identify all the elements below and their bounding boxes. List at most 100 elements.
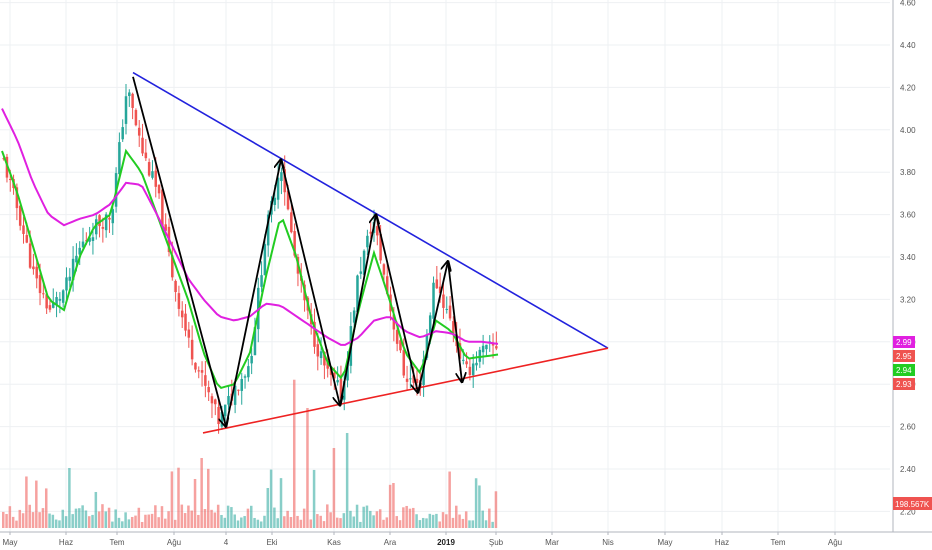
volume-tag: 198.567K [893, 497, 932, 510]
candle-body [316, 344, 320, 357]
volume-bar [474, 478, 478, 528]
volume-bar [38, 512, 41, 528]
candle-body [339, 378, 343, 399]
volume-bar [104, 511, 108, 528]
volume-bar [372, 515, 375, 528]
volume-bar [246, 508, 250, 528]
candle-body [415, 378, 419, 383]
volume-bar [392, 483, 395, 528]
candle-body [286, 190, 290, 210]
candle-body [362, 250, 366, 275]
candle-body [273, 197, 277, 205]
candle-body [108, 217, 111, 220]
volume-bar [362, 506, 365, 528]
volume-bar [213, 512, 217, 528]
volume-bar [441, 512, 445, 528]
volume-bar [150, 513, 154, 528]
y-tick-label: 2.60 [900, 423, 916, 432]
volume-bar [197, 514, 200, 528]
y-tick-label: 3.20 [900, 295, 916, 304]
volume-bar [41, 508, 45, 528]
volume-bar [455, 505, 458, 528]
trendline-ascending-support [202, 347, 609, 434]
volume-bar [230, 507, 233, 528]
swing-arrows [132, 76, 462, 427]
candle-body [161, 189, 164, 228]
candle-body [475, 362, 478, 366]
candle-body [342, 381, 346, 400]
candle-body [81, 241, 85, 248]
volume-bar [349, 510, 352, 528]
volume-bar [488, 508, 491, 528]
candle-body [164, 224, 167, 231]
x-tick-label: Haz [59, 538, 73, 547]
y-tick-label: 4.20 [900, 83, 916, 92]
candle-body [478, 349, 482, 362]
candle-body [94, 219, 98, 235]
candle-body [2, 158, 5, 160]
candle-body [465, 361, 468, 365]
volume-bar [316, 514, 319, 528]
candle-body [336, 380, 339, 383]
volume-bar [309, 519, 313, 528]
x-tick-label: Eki [266, 538, 277, 547]
y-tick-label: 2.40 [900, 465, 916, 474]
price-tags: 2.99 2.95 2.94 2.93 198.567K [893, 336, 932, 510]
x-tick-label: Mar [545, 538, 559, 547]
x-tick-label: 4 [224, 538, 229, 547]
volume-bar [87, 516, 91, 528]
candle-body [448, 305, 452, 319]
volume-bar [97, 511, 101, 528]
candle-body [118, 142, 121, 175]
candle-body [65, 277, 68, 291]
candle-body [438, 286, 442, 294]
volume-bar [107, 507, 111, 528]
volume-bar [415, 514, 418, 528]
volume-bar [200, 458, 203, 528]
candle-body [68, 276, 72, 281]
candle-body [352, 310, 356, 323]
volume-bar [283, 516, 286, 528]
volume-bar [164, 518, 167, 528]
candle-body [42, 293, 45, 295]
trendlines [132, 71, 609, 434]
candle-body [78, 247, 81, 255]
volume-bar [111, 521, 114, 528]
volume-bar [28, 504, 31, 528]
volume-bar [25, 476, 28, 528]
candle-body [227, 395, 230, 405]
candle-body [25, 235, 29, 243]
candle-body [104, 214, 108, 231]
volume-bar [147, 514, 150, 528]
candle-body [458, 343, 462, 359]
swing-arrow [339, 215, 376, 406]
y-tick-label: 4.00 [900, 126, 916, 135]
x-tick-label: Ağu [828, 538, 842, 547]
volume-bar [438, 521, 441, 528]
candle-body [379, 234, 382, 261]
volume-bar [332, 448, 336, 528]
candle-body [174, 280, 177, 293]
volume-bar [471, 520, 475, 528]
candle-body [369, 231, 372, 234]
candle-body [481, 345, 485, 353]
candle-body [382, 264, 386, 275]
volume-bar [491, 521, 494, 528]
svg-text:2.95: 2.95 [896, 352, 912, 361]
volume-bar [210, 509, 213, 528]
volume-bar [48, 513, 51, 528]
candle-body [197, 370, 200, 372]
volume-bar [124, 512, 127, 528]
candle-body [260, 275, 263, 287]
candle-body [452, 321, 455, 336]
swing-arrow [225, 159, 281, 427]
volume-bar [154, 505, 157, 528]
volume-bar [461, 518, 465, 528]
candle-body [280, 172, 283, 182]
volume-bar [378, 509, 382, 528]
volume-bar [193, 478, 197, 528]
volume-bar [114, 509, 117, 528]
candle-body [88, 237, 91, 242]
